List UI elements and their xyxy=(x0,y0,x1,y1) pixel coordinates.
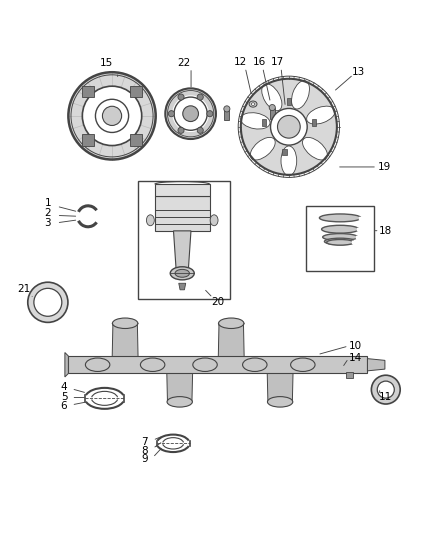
Circle shape xyxy=(278,116,300,138)
Polygon shape xyxy=(179,283,186,290)
Ellipse shape xyxy=(325,238,356,245)
Ellipse shape xyxy=(290,358,315,372)
Text: 9: 9 xyxy=(141,455,148,464)
Polygon shape xyxy=(68,72,155,159)
Text: 21: 21 xyxy=(17,284,30,294)
Ellipse shape xyxy=(167,397,192,407)
Ellipse shape xyxy=(323,233,357,240)
Circle shape xyxy=(197,94,203,100)
Polygon shape xyxy=(112,323,138,326)
Polygon shape xyxy=(82,86,94,98)
Polygon shape xyxy=(112,323,138,365)
Ellipse shape xyxy=(262,84,282,111)
Text: 15: 15 xyxy=(100,59,113,68)
Polygon shape xyxy=(283,149,286,155)
Bar xyxy=(306,206,374,271)
Text: 10: 10 xyxy=(349,341,362,351)
Polygon shape xyxy=(218,323,244,365)
Polygon shape xyxy=(82,134,94,146)
Polygon shape xyxy=(166,365,193,402)
Text: 18: 18 xyxy=(379,225,392,236)
Polygon shape xyxy=(65,352,68,377)
Ellipse shape xyxy=(28,282,68,322)
Ellipse shape xyxy=(292,80,310,109)
Text: 20: 20 xyxy=(212,297,225,308)
Ellipse shape xyxy=(371,375,400,404)
Polygon shape xyxy=(155,196,210,231)
Polygon shape xyxy=(312,119,316,126)
Circle shape xyxy=(269,104,276,111)
Ellipse shape xyxy=(319,214,361,222)
Text: 2: 2 xyxy=(45,208,51,218)
Ellipse shape xyxy=(219,318,244,328)
Ellipse shape xyxy=(251,103,255,106)
Text: 1: 1 xyxy=(45,198,51,208)
Circle shape xyxy=(271,108,307,145)
Ellipse shape xyxy=(240,112,270,129)
Circle shape xyxy=(168,111,174,117)
Text: 22: 22 xyxy=(177,59,191,68)
Circle shape xyxy=(183,106,198,122)
Polygon shape xyxy=(218,323,244,326)
Polygon shape xyxy=(262,119,266,126)
Text: 13: 13 xyxy=(352,67,365,77)
Text: 6: 6 xyxy=(61,401,67,411)
Ellipse shape xyxy=(85,358,110,372)
Ellipse shape xyxy=(243,358,267,372)
Ellipse shape xyxy=(146,215,154,225)
Polygon shape xyxy=(224,109,230,120)
Circle shape xyxy=(197,127,203,133)
Ellipse shape xyxy=(193,358,217,372)
Ellipse shape xyxy=(249,101,257,107)
Text: 19: 19 xyxy=(378,162,392,172)
Polygon shape xyxy=(287,98,291,104)
Ellipse shape xyxy=(377,381,394,398)
Circle shape xyxy=(224,106,230,112)
Bar xyxy=(138,181,230,299)
Polygon shape xyxy=(267,365,293,402)
Text: 8: 8 xyxy=(141,446,148,456)
Circle shape xyxy=(178,94,184,100)
Polygon shape xyxy=(155,184,210,196)
Circle shape xyxy=(241,79,337,175)
Text: 3: 3 xyxy=(45,218,51,228)
Text: 7: 7 xyxy=(141,437,148,447)
Ellipse shape xyxy=(113,318,138,328)
Ellipse shape xyxy=(170,266,194,280)
Polygon shape xyxy=(165,88,216,139)
Text: 4: 4 xyxy=(61,382,67,392)
Ellipse shape xyxy=(268,397,293,407)
Polygon shape xyxy=(131,86,142,98)
Ellipse shape xyxy=(321,225,359,233)
Text: 5: 5 xyxy=(61,392,67,401)
Text: 11: 11 xyxy=(379,392,392,402)
Circle shape xyxy=(178,127,184,133)
Ellipse shape xyxy=(141,358,165,372)
Ellipse shape xyxy=(303,138,327,160)
Ellipse shape xyxy=(251,138,275,160)
Text: 12: 12 xyxy=(233,57,247,67)
Polygon shape xyxy=(346,372,353,378)
Polygon shape xyxy=(270,108,275,119)
Polygon shape xyxy=(173,231,191,270)
Ellipse shape xyxy=(281,146,297,176)
Polygon shape xyxy=(367,359,385,371)
Ellipse shape xyxy=(210,215,218,225)
Text: 17: 17 xyxy=(270,57,284,67)
Ellipse shape xyxy=(175,269,190,277)
Text: 16: 16 xyxy=(253,57,266,67)
Text: 14: 14 xyxy=(349,353,362,363)
Ellipse shape xyxy=(34,288,62,316)
Ellipse shape xyxy=(327,239,354,245)
Polygon shape xyxy=(68,356,367,374)
Polygon shape xyxy=(131,134,142,146)
Circle shape xyxy=(207,111,213,117)
Ellipse shape xyxy=(307,106,335,124)
Circle shape xyxy=(102,106,122,125)
